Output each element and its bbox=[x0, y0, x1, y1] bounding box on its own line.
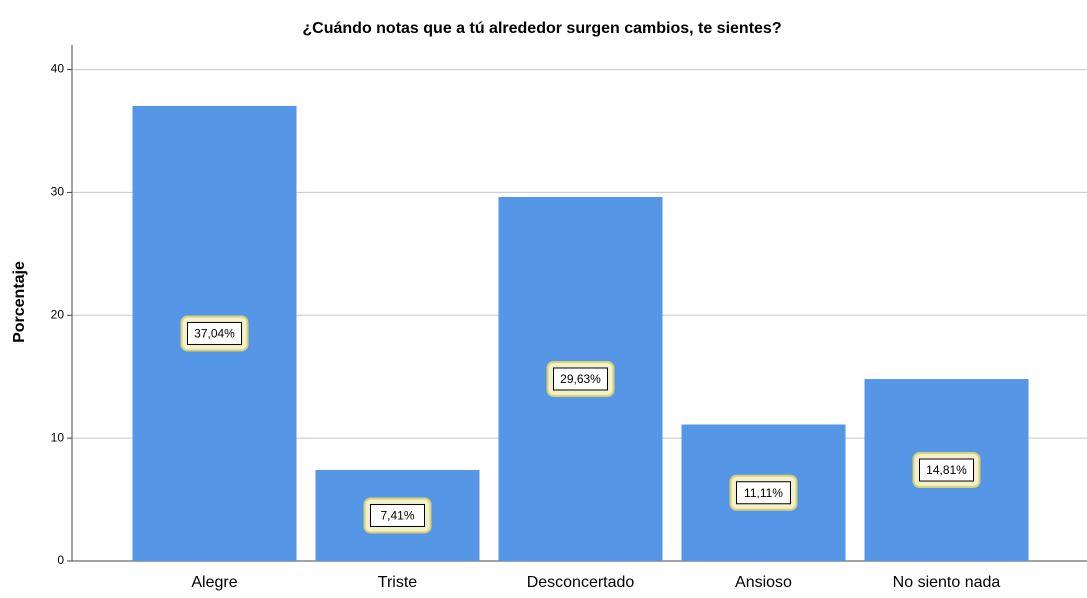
label-box bbox=[736, 481, 791, 505]
data-label: 37,04% bbox=[194, 327, 235, 341]
label-box bbox=[370, 503, 425, 527]
data-label: 7,41% bbox=[380, 509, 414, 523]
x-tick-label: Triste bbox=[378, 574, 418, 591]
data-label: 29,63% bbox=[560, 372, 601, 386]
label-box bbox=[919, 458, 974, 482]
data-label: 11,11% bbox=[744, 486, 783, 500]
label-box bbox=[553, 367, 608, 391]
label-box bbox=[187, 321, 242, 345]
y-tick-label: 40 bbox=[51, 62, 65, 76]
chart-title: ¿Cuándo notas que a tú alrededor surgen … bbox=[302, 20, 781, 37]
y-tick-label: 30 bbox=[51, 185, 65, 199]
y-tick-label: 20 bbox=[51, 307, 65, 321]
x-tick-label: No siento nada bbox=[893, 574, 1001, 591]
x-tick-label: Ansioso bbox=[735, 574, 792, 591]
data-label: 14,81% bbox=[926, 463, 967, 477]
x-tick-label: Desconcertado bbox=[527, 574, 635, 591]
y-tick-label: 10 bbox=[51, 430, 65, 444]
y-tick-label: 0 bbox=[57, 553, 64, 567]
x-tick-label: Alegre bbox=[191, 574, 237, 591]
y-axis-label: Porcentaje bbox=[11, 261, 28, 343]
